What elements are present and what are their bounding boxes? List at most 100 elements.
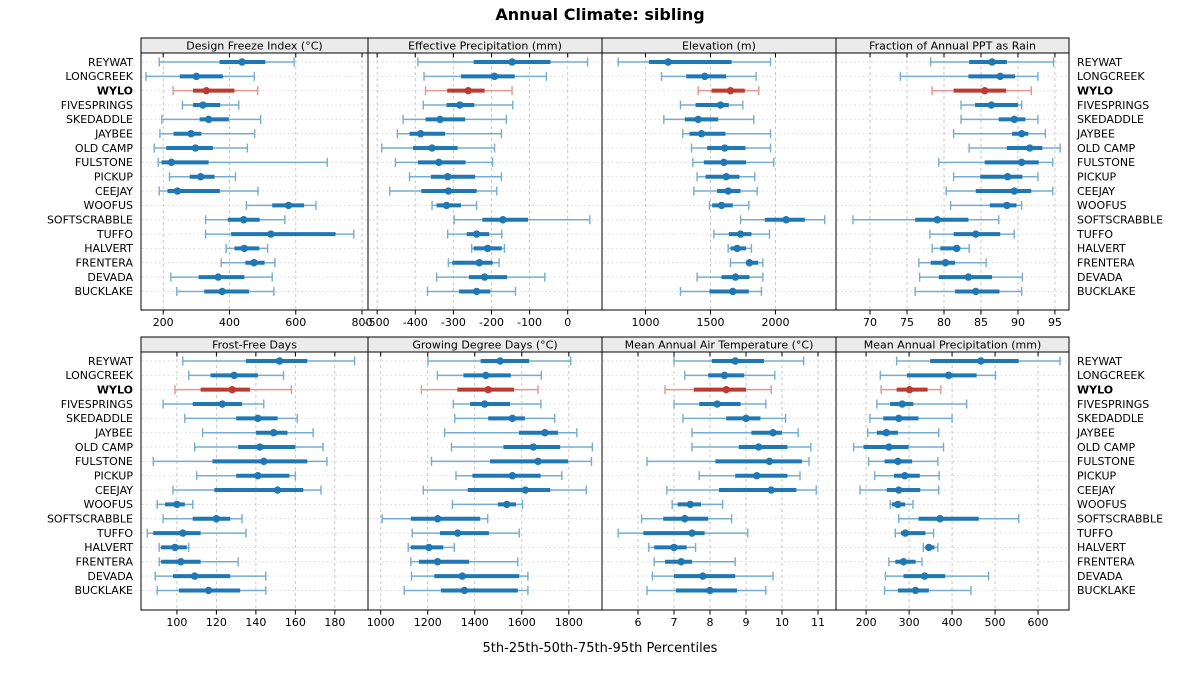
interval-woofus bbox=[451, 499, 524, 509]
site-label-right-halvert: HALVERT bbox=[1077, 242, 1126, 255]
median-dot bbox=[686, 500, 694, 509]
median-dot bbox=[273, 486, 282, 494]
interval-wylo bbox=[697, 86, 760, 96]
median-dot bbox=[190, 572, 199, 580]
interval-bucklake bbox=[156, 585, 267, 595]
tick-label: 8 bbox=[707, 616, 714, 629]
median-dot bbox=[753, 472, 761, 480]
median-dot bbox=[697, 130, 706, 138]
interval-bucklake bbox=[426, 286, 517, 296]
interval-longcreek bbox=[684, 370, 776, 380]
site-label-left-wylo: WYLO bbox=[97, 84, 133, 97]
median-dot bbox=[941, 259, 950, 267]
median-dot bbox=[173, 500, 181, 509]
site-label-left-softscrabble: SOFTSCRABBLE bbox=[47, 214, 133, 227]
interval-old-camp bbox=[381, 143, 496, 153]
median-dot bbox=[453, 529, 462, 537]
interval-woofus bbox=[671, 499, 724, 509]
median-dot bbox=[480, 400, 489, 408]
median-dot bbox=[731, 273, 740, 281]
interval-old-camp bbox=[153, 143, 249, 153]
median-dot bbox=[988, 58, 996, 66]
median-dot bbox=[171, 543, 179, 552]
interval-pickup bbox=[696, 172, 756, 182]
median-dot bbox=[433, 515, 442, 523]
median-dot bbox=[1003, 201, 1011, 210]
interval-longcreek bbox=[899, 71, 1039, 81]
site-label-left-devada: DEVADA bbox=[87, 271, 133, 284]
median-dot bbox=[442, 201, 451, 210]
median-dot bbox=[521, 486, 530, 494]
median-dot bbox=[202, 86, 210, 95]
site-label-right-fivesprings: FIVESPRINGS bbox=[1077, 99, 1149, 112]
site-label-right-bucklake: BUCKLAKE bbox=[1077, 584, 1136, 597]
median-dot bbox=[260, 457, 268, 466]
site-label-right-fivesprings: FIVESPRINGS bbox=[1077, 398, 1149, 411]
panel-body bbox=[367, 52, 603, 311]
panel-title: Mean Annual Air Temperature (°C) bbox=[625, 339, 814, 352]
median-dot bbox=[706, 586, 714, 595]
median-dot bbox=[228, 385, 236, 394]
median-dot bbox=[977, 357, 985, 365]
site-label-right-devada: DEVADA bbox=[1077, 570, 1123, 583]
median-dot bbox=[529, 443, 538, 451]
site-label-right-old-camp: OLD CAMP bbox=[1077, 441, 1135, 454]
interval-woofus bbox=[245, 200, 317, 210]
interval-woofus bbox=[708, 200, 750, 210]
panel-fraction-of-annual-ppt-as-rain: Fraction of Annual PPT as Rain 70 75 80 85 90… bbox=[835, 37, 1070, 329]
tick-label: 95 bbox=[1048, 316, 1062, 329]
interval-old-camp bbox=[690, 143, 772, 153]
panel-effective-precipitation-mm: Effective Precipitation (mm) -500 -400 -300… bbox=[365, 37, 603, 329]
interval-halvert bbox=[225, 243, 269, 253]
median-dot bbox=[433, 558, 442, 566]
tick-label: 160 bbox=[285, 616, 306, 629]
interval-frentera bbox=[888, 557, 923, 567]
median-dot bbox=[720, 158, 728, 167]
site-label-left-bucklake: BUCKLAKE bbox=[74, 584, 133, 597]
median-dot bbox=[435, 158, 443, 167]
panel-title: Effective Precipitation (mm) bbox=[408, 40, 562, 53]
median-dot bbox=[192, 72, 201, 81]
median-dot bbox=[972, 287, 980, 296]
median-dot bbox=[425, 543, 433, 552]
tick-label: 80 bbox=[937, 316, 951, 329]
site-label-left-fivesprings: FIVESPRINGS bbox=[61, 99, 133, 112]
median-dot bbox=[895, 414, 903, 423]
site-label-left-halvert: HALVERT bbox=[84, 541, 133, 554]
median-dot bbox=[284, 201, 293, 210]
interval-fulstone bbox=[152, 456, 328, 466]
median-dot bbox=[677, 558, 685, 566]
interval-pickup bbox=[698, 471, 801, 481]
site-label-right-fulstone: FULSTONE bbox=[1077, 156, 1135, 169]
median-dot bbox=[664, 58, 672, 66]
site-label-right-skedaddle: SKEDADDLE bbox=[1077, 412, 1144, 425]
interval-bucklake bbox=[646, 585, 767, 595]
interval-frentera bbox=[918, 258, 987, 268]
median-dot bbox=[460, 586, 469, 595]
median-dot bbox=[733, 244, 741, 253]
tick-label: 70 bbox=[863, 316, 877, 329]
median-dot bbox=[724, 187, 732, 195]
interval-longcreek bbox=[660, 71, 757, 81]
interval-devada bbox=[651, 571, 774, 581]
interval-pickup bbox=[408, 172, 503, 182]
interval-fivesprings bbox=[452, 399, 542, 409]
interval-tuffo bbox=[204, 229, 355, 239]
panel-mean-annual-air-temperature-c: Mean Annual Air Temperature (°C) 6 7 8 9 10 11 bbox=[601, 336, 837, 629]
tick-label: 1000 bbox=[632, 316, 660, 329]
interval-fivesprings bbox=[673, 399, 767, 409]
tick-label: 85 bbox=[974, 316, 988, 329]
interval-pickup bbox=[952, 172, 1039, 182]
site-label-right-ceejay: CEEJAY bbox=[1077, 484, 1115, 497]
panel-body bbox=[601, 52, 837, 311]
tick-label: -200 bbox=[479, 316, 504, 329]
interval-reywat bbox=[158, 57, 295, 67]
site-label-left-frentera: FRENTERA bbox=[75, 556, 133, 569]
median-dot bbox=[729, 287, 737, 296]
interval-skedaddle bbox=[682, 413, 787, 423]
site-label-left-wylo: WYLO bbox=[97, 383, 133, 396]
median-dot bbox=[204, 115, 213, 124]
median-dot bbox=[187, 130, 195, 138]
tick-label: 9 bbox=[743, 616, 750, 629]
interval-fivesprings bbox=[876, 399, 968, 409]
